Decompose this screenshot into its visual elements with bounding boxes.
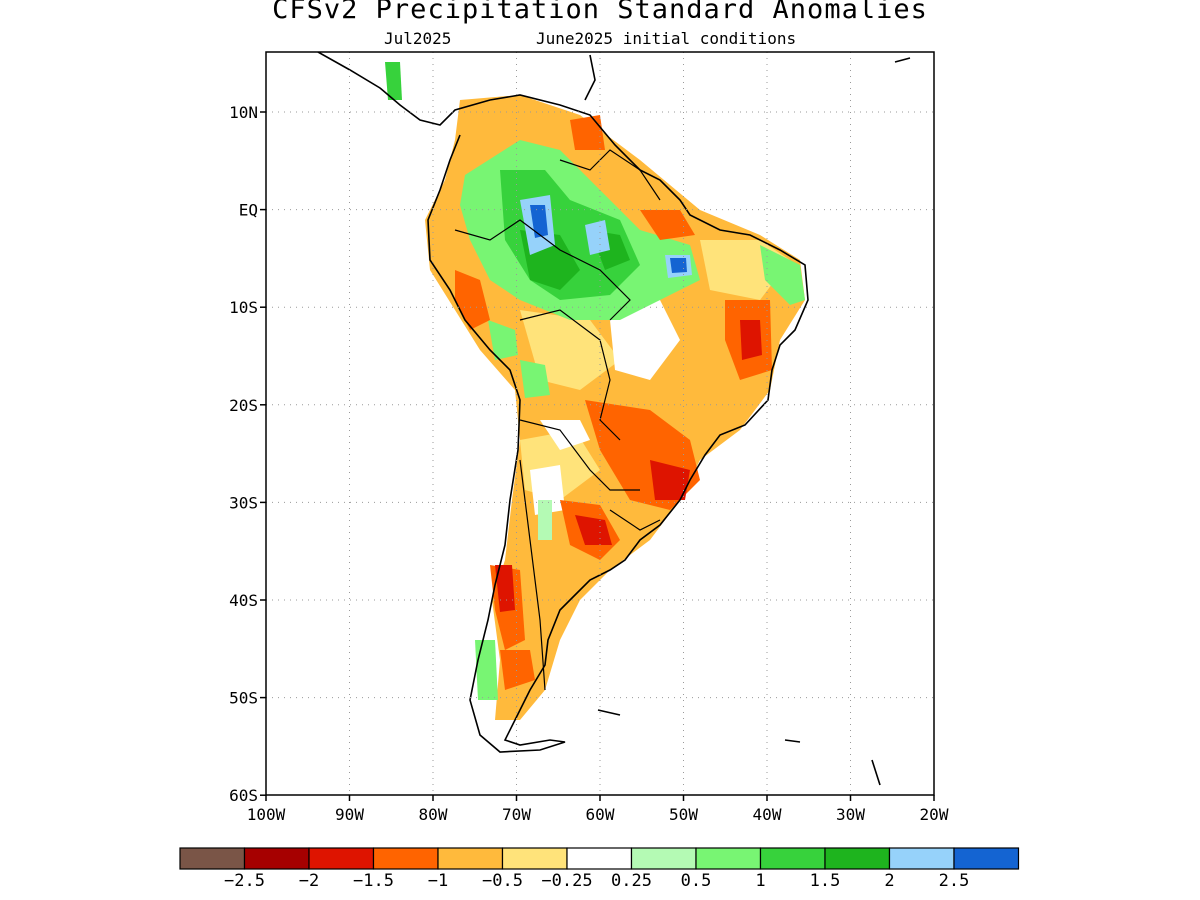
colorbar: −2.5 −2 −1.5 −1 −0.5 −0.25 0.25 0.5 1 1.5 2 2.5 — [179, 847, 1020, 891]
lon-label: 100W — [247, 805, 286, 824]
lat-label: 10N — [229, 103, 258, 122]
anomaly-shading — [385, 62, 805, 720]
lon-label: 50W — [669, 805, 698, 824]
colorbar-label: 2.5 — [939, 871, 970, 891]
country-borders — [454, 149, 661, 691]
lat-label: 10S — [229, 298, 258, 317]
colorbar-label: −0.5 — [482, 871, 523, 891]
forecast-month: Jul2025 — [384, 29, 452, 48]
colorbar-swatch — [372, 847, 439, 870]
colorbar-label: −1.5 — [353, 871, 394, 891]
lon-label: 90W — [335, 805, 364, 824]
colorbar-swatch — [695, 847, 762, 870]
lon-label: 40W — [753, 805, 782, 824]
lat-label: 50S — [229, 689, 258, 708]
latitude-axis: 10N EQ 10S 20S 30S 40S 50S 60S — [229, 103, 266, 805]
colorbar-label: 0.25 — [611, 871, 652, 891]
colorbar-swatch — [179, 847, 246, 870]
colorbar-label: 1.5 — [810, 871, 841, 891]
lat-label: EQ — [239, 201, 258, 220]
colorbar-swatch — [243, 847, 310, 870]
lat-label: 40S — [229, 591, 258, 610]
colorbar-label: −0.25 — [541, 871, 592, 891]
colorbar-label: −1 — [428, 871, 448, 891]
longitude-axis: 100W 90W 80W 70W 60W 50W 40W 30W 20W — [247, 795, 949, 824]
colorbar-swatch — [888, 847, 955, 870]
lon-label: 70W — [502, 805, 531, 824]
colorbar-label: −2 — [299, 871, 319, 891]
colorbar-swatch — [501, 847, 568, 870]
lat-label: 20S — [229, 396, 258, 415]
initial-conditions-label: June2025 initial conditions — [536, 29, 797, 48]
colorbar-label: 0.5 — [681, 871, 712, 891]
colorbar-swatch — [759, 847, 826, 870]
colorbar-swatch — [824, 847, 891, 870]
map-title: CFSv2 Precipitation Standard Anomalies — [272, 0, 928, 25]
colorbar-label: 2 — [884, 871, 894, 891]
lat-label: 30S — [229, 493, 258, 512]
colorbar-label: −2.5 — [224, 871, 265, 891]
lon-label: 20W — [920, 805, 949, 824]
coastlines — [317, 52, 911, 786]
colorbar-swatch — [308, 847, 375, 870]
colorbar-swatch — [630, 847, 697, 870]
lon-label: 60W — [586, 805, 615, 824]
lon-label: 30W — [836, 805, 865, 824]
lat-label: 60S — [229, 786, 258, 805]
colorbar-label: 1 — [755, 871, 765, 891]
colorbar-swatch — [566, 847, 633, 870]
lon-label: 80W — [419, 805, 448, 824]
colorbar-swatch — [953, 847, 1020, 870]
colorbar-swatch — [437, 847, 504, 870]
